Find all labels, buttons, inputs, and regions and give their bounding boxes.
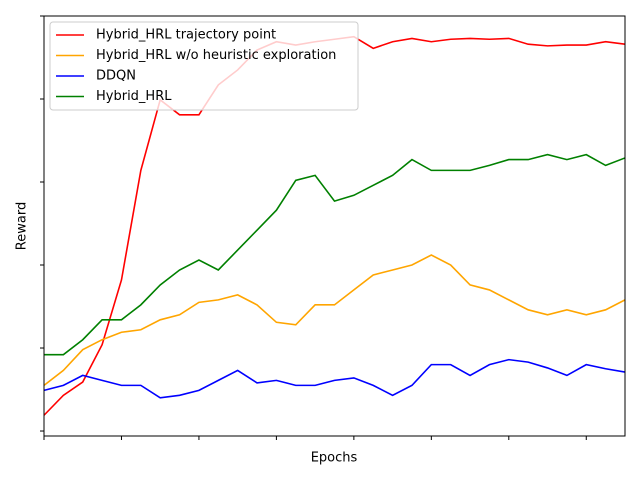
y-axis-label: Reward bbox=[15, 202, 30, 250]
legend-label: Hybrid_HRL bbox=[96, 89, 172, 104]
legend-label: Hybrid_HRL w/o heuristic exploration bbox=[96, 48, 336, 63]
data-line bbox=[43, 358, 626, 399]
plot-frame bbox=[43, 15, 626, 437]
legend-box bbox=[49, 21, 359, 111]
legend-label: Hybrid_HRL trajectory point bbox=[96, 28, 276, 43]
legend-label: DDQN bbox=[96, 69, 136, 84]
data-line bbox=[43, 254, 626, 387]
data-line bbox=[44, 153, 626, 356]
x-axis-label: Epochs bbox=[311, 451, 358, 466]
